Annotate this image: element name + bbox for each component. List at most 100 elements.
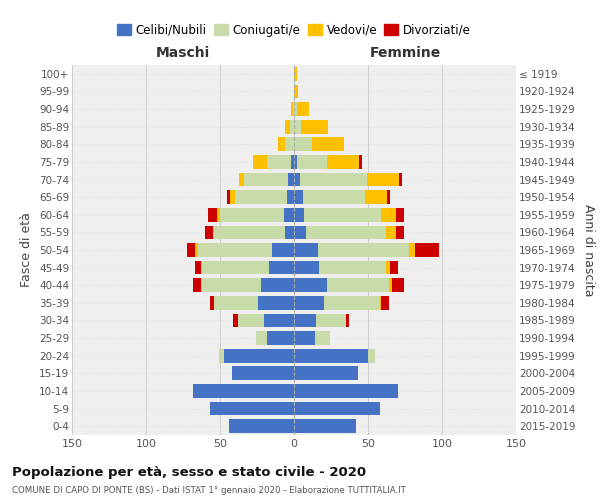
Bar: [392, 278, 404, 292]
Bar: [229, 420, 294, 433]
Bar: [239, 172, 244, 186]
Bar: [238, 314, 265, 328]
Bar: [386, 260, 390, 274]
Bar: [304, 208, 382, 222]
Bar: [288, 172, 294, 186]
Bar: [387, 190, 390, 204]
Bar: [217, 208, 220, 222]
Bar: [244, 172, 288, 186]
Bar: [294, 172, 300, 186]
Bar: [212, 226, 214, 239]
Bar: [365, 190, 387, 204]
Bar: [294, 296, 323, 310]
Bar: [317, 243, 409, 257]
Bar: [202, 278, 262, 292]
Bar: [294, 138, 312, 151]
Bar: [294, 84, 298, 98]
Text: Femmine: Femmine: [370, 46, 440, 60]
Bar: [294, 366, 358, 380]
Bar: [272, 243, 294, 257]
Bar: [294, 226, 306, 239]
Bar: [326, 155, 359, 169]
Bar: [368, 349, 376, 362]
Bar: [235, 190, 287, 204]
Text: Popolazione per età, sesso e stato civile - 2020: Popolazione per età, sesso e stato civil…: [12, 466, 366, 479]
Bar: [297, 102, 309, 116]
Bar: [319, 260, 386, 274]
Bar: [294, 120, 301, 134]
Bar: [208, 208, 217, 222]
Bar: [294, 155, 297, 169]
Bar: [409, 243, 415, 257]
Bar: [294, 314, 316, 328]
Bar: [285, 120, 290, 134]
Bar: [294, 349, 368, 362]
Bar: [312, 138, 344, 151]
Bar: [285, 226, 294, 239]
Bar: [193, 384, 294, 398]
Bar: [294, 208, 304, 222]
Bar: [220, 208, 284, 222]
Bar: [201, 278, 202, 292]
Bar: [256, 331, 268, 345]
Bar: [214, 296, 259, 310]
Bar: [293, 102, 294, 116]
Bar: [193, 278, 201, 292]
Bar: [294, 243, 317, 257]
Bar: [278, 138, 285, 151]
Legend: Celibi/Nubili, Coniugati/e, Vedovi/e, Divorziati/e: Celibi/Nubili, Coniugati/e, Vedovi/e, Di…: [112, 19, 476, 42]
Bar: [187, 243, 195, 257]
Bar: [415, 243, 439, 257]
Bar: [396, 208, 404, 222]
Bar: [316, 314, 346, 328]
Bar: [230, 190, 235, 204]
Y-axis label: Fasce di età: Fasce di età: [20, 212, 34, 288]
Text: Maschi: Maschi: [156, 46, 210, 60]
Bar: [301, 120, 328, 134]
Bar: [198, 243, 272, 257]
Bar: [265, 314, 294, 328]
Bar: [268, 331, 294, 345]
Bar: [389, 278, 392, 292]
Bar: [303, 190, 365, 204]
Bar: [285, 138, 294, 151]
Bar: [294, 402, 380, 415]
Bar: [294, 384, 398, 398]
Bar: [396, 226, 404, 239]
Bar: [300, 172, 367, 186]
Bar: [294, 331, 315, 345]
Bar: [268, 155, 291, 169]
Bar: [218, 349, 224, 362]
Bar: [227, 190, 230, 204]
Bar: [326, 278, 389, 292]
Text: COMUNE DI CAPO DI PONTE (BS) - Dati ISTAT 1° gennaio 2020 - Elaborazione TUTTITA: COMUNE DI CAPO DI PONTE (BS) - Dati ISTA…: [12, 486, 406, 495]
Bar: [209, 402, 294, 415]
Bar: [297, 155, 326, 169]
Bar: [202, 260, 269, 274]
Bar: [294, 67, 297, 80]
Bar: [294, 420, 356, 433]
Bar: [259, 296, 294, 310]
Bar: [224, 349, 294, 362]
Bar: [209, 296, 214, 310]
Bar: [195, 243, 198, 257]
Bar: [367, 172, 399, 186]
Bar: [315, 331, 329, 345]
Bar: [380, 296, 382, 310]
Bar: [233, 314, 238, 328]
Y-axis label: Anni di nascita: Anni di nascita: [582, 204, 595, 296]
Bar: [382, 208, 396, 222]
Bar: [399, 172, 402, 186]
Bar: [287, 190, 294, 204]
Bar: [232, 366, 294, 380]
Bar: [214, 226, 285, 239]
Bar: [195, 260, 201, 274]
Bar: [253, 155, 268, 169]
Bar: [284, 208, 294, 222]
Bar: [294, 102, 297, 116]
Bar: [205, 226, 212, 239]
Bar: [294, 278, 326, 292]
Bar: [306, 226, 386, 239]
Bar: [201, 260, 202, 274]
Bar: [291, 155, 294, 169]
